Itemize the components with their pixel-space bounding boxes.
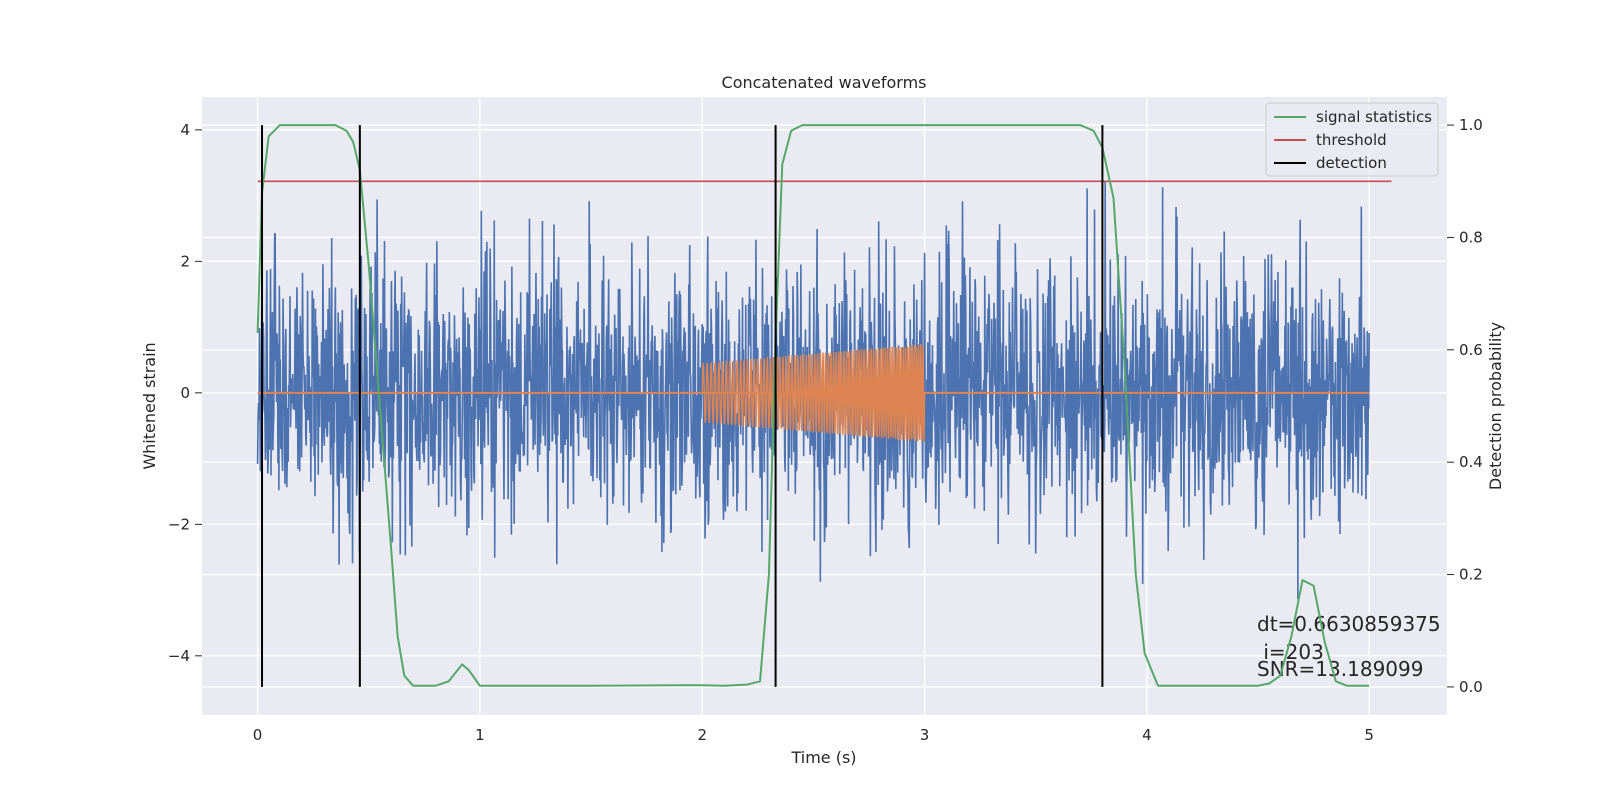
signal-statistics-line	[256, 124, 1370, 687]
x-tick-label: 4	[1142, 726, 1152, 744]
y2-axis-label: Detection probability	[1486, 322, 1505, 490]
y-axis-label: Whitened strain	[140, 342, 159, 469]
legend-label: threshold	[1316, 131, 1387, 149]
legend: signal statistics threshold detection	[1265, 102, 1439, 177]
y2-tick-label: 0.4	[1459, 453, 1483, 471]
annotation-dt: dt=0.6630859375	[1257, 612, 1441, 636]
y2-tick-label: 0.6	[1459, 341, 1483, 359]
y-tick-label: −4	[168, 647, 190, 665]
x-tick-label: 5	[1364, 726, 1374, 744]
y2-tick-label: 0.8	[1459, 228, 1483, 246]
y-tick-label: 2	[180, 252, 190, 270]
chart-title: Concatenated waveforms	[722, 73, 927, 92]
y2-tick-label: 0.0	[1459, 678, 1483, 696]
x-tick-label: 3	[920, 726, 930, 744]
plot-content	[256, 181, 1370, 600]
y2-tick-label: 1.0	[1459, 116, 1483, 134]
y2-tick-label: 0.2	[1459, 566, 1483, 584]
y-tick-label: 4	[180, 121, 190, 139]
strain-noise-line	[256, 181, 1370, 600]
annotation-i: i=203	[1257, 640, 1324, 664]
legend-box	[1265, 102, 1439, 177]
x-axis-label: Time (s)	[790, 748, 856, 767]
legend-label: signal statistics	[1316, 108, 1432, 126]
y-tick-label: −2	[168, 515, 190, 533]
x-tick-label: 0	[253, 726, 263, 744]
x-tick-label: 1	[475, 726, 485, 744]
axis-ticks: 0 1 2 3 4 5 4 2 0 −2 −4 1.0 0.8 0.6 0.4 0.2 0.0	[168, 116, 1483, 744]
chirp-template-line	[701, 343, 926, 442]
x-tick-label: 2	[697, 726, 707, 744]
y-tick-label: 0	[180, 384, 190, 402]
legend-label: detection	[1316, 154, 1387, 172]
